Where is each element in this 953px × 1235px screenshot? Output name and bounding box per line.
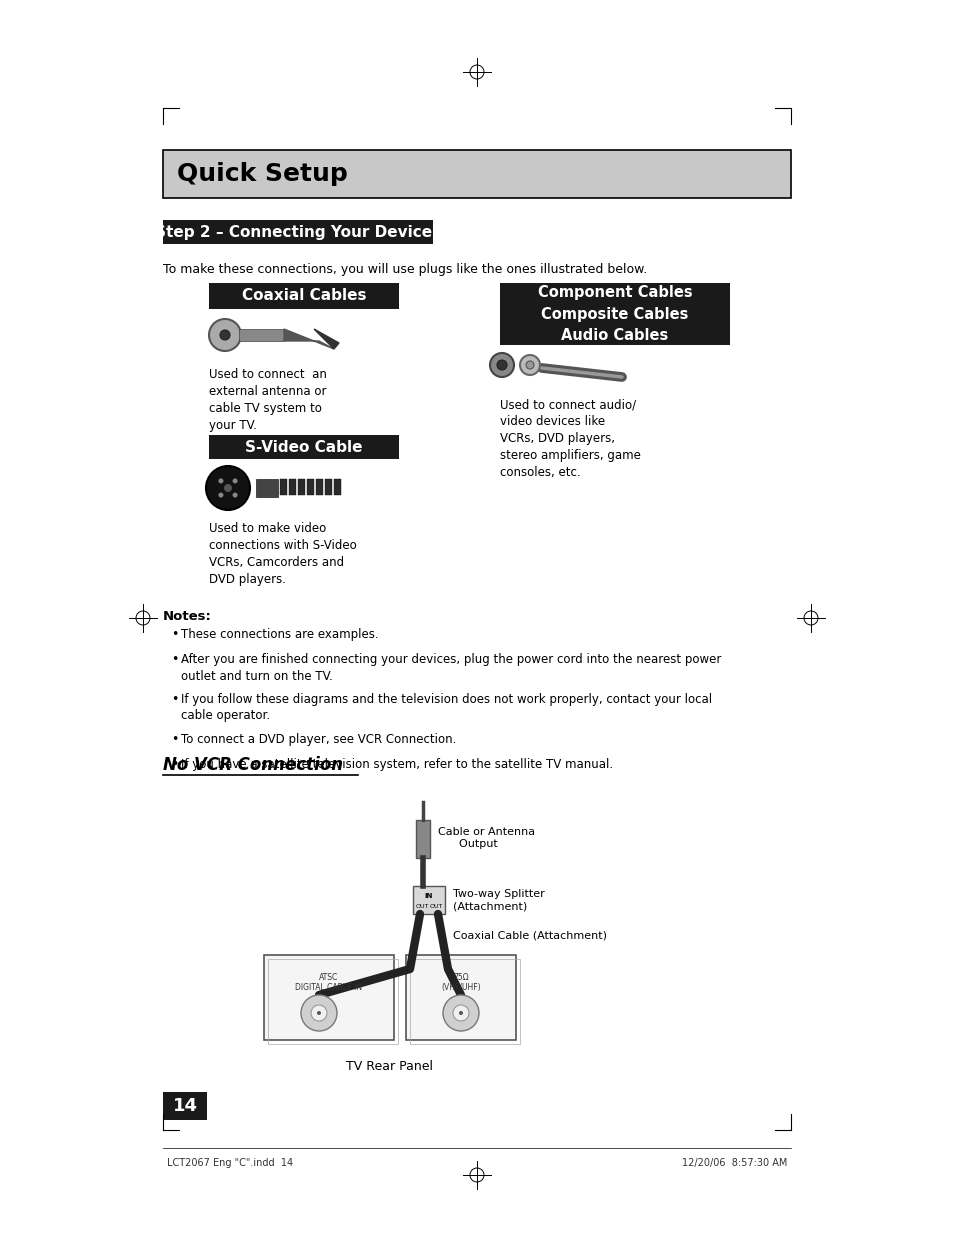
FancyBboxPatch shape xyxy=(406,955,516,1040)
FancyBboxPatch shape xyxy=(325,479,332,495)
FancyBboxPatch shape xyxy=(264,955,394,1040)
Circle shape xyxy=(206,466,250,510)
Text: Cable or Antenna
      Output: Cable or Antenna Output xyxy=(437,827,535,848)
Text: LCT2067 Eng "C".indd  14: LCT2067 Eng "C".indd 14 xyxy=(167,1158,293,1168)
Text: OUT: OUT xyxy=(415,904,428,909)
Text: IN: IN xyxy=(424,893,433,899)
Text: •: • xyxy=(171,693,178,706)
Text: If you follow these diagrams and the television does not work properly, contact : If you follow these diagrams and the tel… xyxy=(181,693,711,722)
Circle shape xyxy=(218,493,223,498)
Text: ATSC
DIGITAL CABLE IN: ATSC DIGITAL CABLE IN xyxy=(295,973,362,993)
Text: To connect a DVD player, see VCR Connection.: To connect a DVD player, see VCR Connect… xyxy=(181,734,456,746)
Circle shape xyxy=(453,1005,469,1021)
FancyBboxPatch shape xyxy=(315,479,323,495)
Circle shape xyxy=(442,995,478,1031)
FancyBboxPatch shape xyxy=(297,479,305,495)
Text: •: • xyxy=(171,758,178,771)
Circle shape xyxy=(233,478,237,483)
FancyBboxPatch shape xyxy=(413,885,444,914)
Text: Used to make video
connections with S-Video
VCRs, Camcorders and
DVD players.: Used to make video connections with S-Vi… xyxy=(209,522,356,585)
Circle shape xyxy=(218,478,223,483)
FancyBboxPatch shape xyxy=(280,479,287,495)
Text: Used to connect  an
external antenna or
cable TV system to
your TV.: Used to connect an external antenna or c… xyxy=(209,368,327,432)
Circle shape xyxy=(224,484,232,492)
Polygon shape xyxy=(314,329,338,350)
Circle shape xyxy=(220,330,230,340)
Text: TV Rear Panel: TV Rear Panel xyxy=(346,1060,433,1073)
Text: S-Video Cable: S-Video Cable xyxy=(245,440,362,454)
Circle shape xyxy=(490,353,514,377)
FancyBboxPatch shape xyxy=(499,283,729,345)
Text: If you have a satellite television system, refer to the satellite TV manual.: If you have a satellite television syste… xyxy=(181,758,613,771)
Text: Coaxial Cable (Attachment): Coaxial Cable (Attachment) xyxy=(453,931,606,941)
Polygon shape xyxy=(284,329,334,350)
Circle shape xyxy=(209,319,241,351)
Text: To make these connections, you will use plugs like the ones illustrated below.: To make these connections, you will use … xyxy=(163,263,646,275)
FancyBboxPatch shape xyxy=(289,479,295,495)
FancyBboxPatch shape xyxy=(209,435,398,459)
FancyBboxPatch shape xyxy=(307,479,314,495)
FancyBboxPatch shape xyxy=(416,820,430,858)
FancyBboxPatch shape xyxy=(239,329,284,341)
Text: These connections are examples.: These connections are examples. xyxy=(181,629,378,641)
FancyBboxPatch shape xyxy=(255,479,277,496)
Text: Component Cables
Composite Cables
Audio Cables: Component Cables Composite Cables Audio … xyxy=(537,285,692,342)
Text: After you are finished connecting your devices, plug the power cord into the nea: After you are finished connecting your d… xyxy=(181,653,720,683)
Text: Used to connect audio/
video devices like
VCRs, DVD players,
stereo amplifiers, : Used to connect audio/ video devices lik… xyxy=(499,398,640,479)
Circle shape xyxy=(301,995,336,1031)
FancyBboxPatch shape xyxy=(163,149,790,198)
Text: OUT: OUT xyxy=(429,904,442,909)
Text: Step 2 – Connecting Your Devices: Step 2 – Connecting Your Devices xyxy=(154,225,440,240)
Circle shape xyxy=(497,359,506,370)
Text: 14: 14 xyxy=(172,1097,197,1115)
Text: Coaxial Cables: Coaxial Cables xyxy=(241,289,366,304)
Circle shape xyxy=(458,1011,462,1015)
Text: Quick Setup: Quick Setup xyxy=(177,162,348,186)
Circle shape xyxy=(519,354,539,375)
Text: 75Ω
(VHF/UHF): 75Ω (VHF/UHF) xyxy=(440,973,480,993)
Text: •: • xyxy=(171,653,178,666)
FancyBboxPatch shape xyxy=(163,220,433,245)
Circle shape xyxy=(233,493,237,498)
FancyBboxPatch shape xyxy=(209,283,398,309)
Text: •: • xyxy=(171,734,178,746)
Text: No VCR Connection: No VCR Connection xyxy=(163,756,343,774)
Text: •: • xyxy=(171,629,178,641)
Text: Two-way Splitter
(Attachment): Two-way Splitter (Attachment) xyxy=(453,889,544,911)
Text: Notes:: Notes: xyxy=(163,610,212,622)
FancyBboxPatch shape xyxy=(163,1092,207,1120)
FancyBboxPatch shape xyxy=(334,479,340,495)
Circle shape xyxy=(316,1011,320,1015)
Circle shape xyxy=(311,1005,327,1021)
Text: 12/20/06  8:57:30 AM: 12/20/06 8:57:30 AM xyxy=(680,1158,786,1168)
Circle shape xyxy=(525,361,534,369)
